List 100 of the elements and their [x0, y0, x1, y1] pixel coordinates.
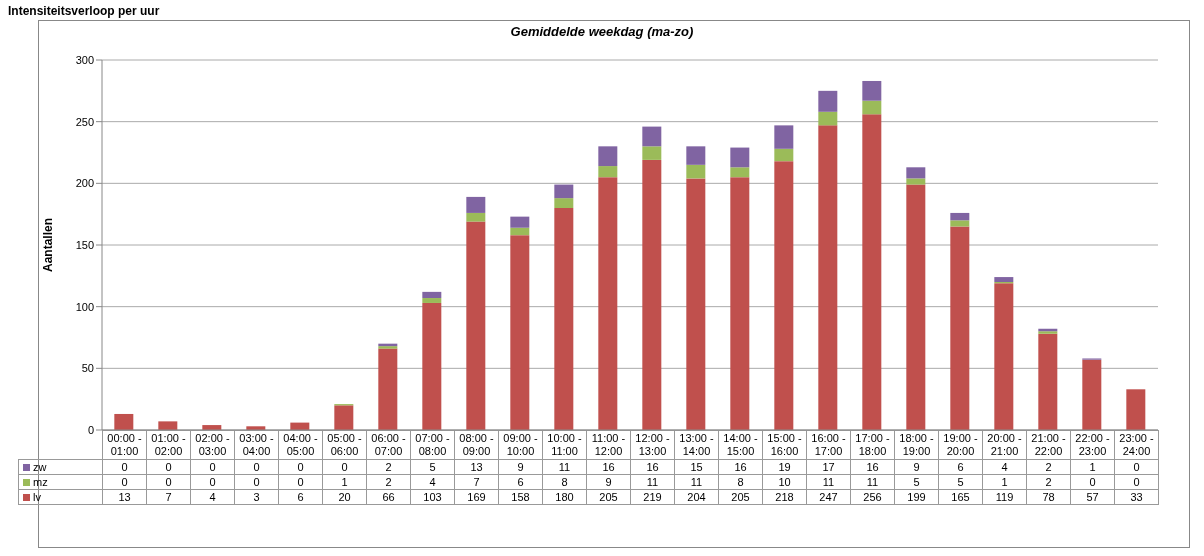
data-label: 11	[850, 474, 895, 490]
data-label: 0	[1114, 474, 1159, 490]
bar	[642, 159, 662, 430]
bar	[466, 212, 486, 222]
y-tick-label: 0	[87, 423, 94, 436]
data-label: 165	[938, 489, 983, 505]
data-label: 2	[366, 474, 411, 490]
data-label: 0	[278, 474, 323, 490]
bar	[466, 221, 486, 430]
data-label: 20	[322, 489, 367, 505]
y-axis-title: Aantallen	[41, 217, 56, 273]
x-tick-label: 04:00 - 05:00	[278, 430, 323, 460]
data-label: 57	[1070, 489, 1115, 505]
data-label: 0	[278, 459, 323, 475]
x-tick-label: 11:00 - 12:00	[586, 430, 631, 460]
data-label: 0	[190, 474, 235, 490]
bar	[422, 298, 442, 303]
bar	[1126, 389, 1146, 430]
x-tick-label: 18:00 - 19:00	[894, 430, 939, 460]
data-label: 16	[718, 459, 763, 475]
data-label: 19	[762, 459, 807, 475]
x-tick-label: 07:00 - 08:00	[410, 430, 455, 460]
bar	[950, 212, 970, 221]
bar	[818, 125, 838, 430]
text: Intensiteitsverloop per uur	[8, 4, 160, 18]
data-label: 9	[586, 474, 631, 490]
legend-label: lv	[18, 489, 103, 505]
data-label: 0	[1114, 459, 1159, 475]
bar	[598, 177, 618, 430]
bar	[422, 291, 442, 299]
data-label: 6	[938, 459, 983, 475]
bar	[422, 302, 442, 430]
bar	[906, 167, 926, 179]
bar	[686, 178, 706, 430]
data-label: 0	[146, 459, 191, 475]
bar	[1038, 333, 1058, 430]
data-label: 5	[410, 459, 455, 475]
data-label: 11	[542, 459, 587, 475]
data-label: 6	[498, 474, 543, 490]
data-label: 1	[1070, 459, 1115, 475]
data-label: 205	[586, 489, 631, 505]
bar	[906, 184, 926, 430]
data-label: 0	[234, 459, 279, 475]
data-label: 8	[718, 474, 763, 490]
bar	[114, 413, 134, 430]
data-label: 0	[102, 474, 147, 490]
legend-label: zw	[18, 459, 103, 475]
data-label: 33	[1114, 489, 1159, 505]
data-label: 205	[718, 489, 763, 505]
bar	[686, 164, 706, 179]
bar	[554, 208, 574, 430]
legend-label: mz	[18, 474, 103, 490]
data-label: 256	[850, 489, 895, 505]
bar	[1082, 359, 1102, 430]
data-label: 199	[894, 489, 939, 505]
x-tick-label: 03:00 - 04:00	[234, 430, 279, 460]
data-label: 17	[806, 459, 851, 475]
x-tick-label: 13:00 - 14:00	[674, 430, 719, 460]
bar	[510, 216, 530, 228]
bar	[598, 166, 618, 178]
data-label: 16	[630, 459, 675, 475]
x-tick-label: 19:00 - 20:00	[938, 430, 983, 460]
data-label: 16	[586, 459, 631, 475]
data-label: 66	[366, 489, 411, 505]
x-tick-label: 20:00 - 21:00	[982, 430, 1027, 460]
data-label: 0	[1070, 474, 1115, 490]
data-label: 11	[806, 474, 851, 490]
data-label: 13	[102, 489, 147, 505]
x-tick-label: 01:00 - 02:00	[146, 430, 191, 460]
bar	[378, 348, 398, 430]
x-tick-label: 05:00 - 06:00	[322, 430, 367, 460]
bar	[510, 227, 530, 236]
data-label: 0	[190, 459, 235, 475]
bar	[466, 196, 486, 213]
data-label: 218	[762, 489, 807, 505]
y-tick-label: 100	[75, 300, 94, 313]
x-tick-label: 17:00 - 18:00	[850, 430, 895, 460]
data-label: 4	[410, 474, 455, 490]
data-label: 158	[498, 489, 543, 505]
data-label: 204	[674, 489, 719, 505]
data-label: 1	[322, 474, 367, 490]
data-label: 0	[146, 474, 191, 490]
x-tick-label: 06:00 - 07:00	[366, 430, 411, 460]
bar	[862, 100, 882, 115]
bar	[158, 421, 178, 430]
data-label: 9	[498, 459, 543, 475]
data-label: 13	[454, 459, 499, 475]
bar	[686, 146, 706, 165]
x-tick-label: 23:00 - 24:00	[1114, 430, 1159, 460]
x-tick-label: 08:00 - 09:00	[454, 430, 499, 460]
data-label: 5	[938, 474, 983, 490]
data-label: 2	[366, 459, 411, 475]
y-tick-label: 300	[75, 53, 94, 66]
data-label: 16	[850, 459, 895, 475]
bar	[774, 161, 794, 430]
bar	[554, 198, 574, 208]
y-tick-label: 50	[81, 362, 94, 375]
data-label: 7	[146, 489, 191, 505]
data-label: 11	[674, 474, 719, 490]
data-label: 9	[894, 459, 939, 475]
